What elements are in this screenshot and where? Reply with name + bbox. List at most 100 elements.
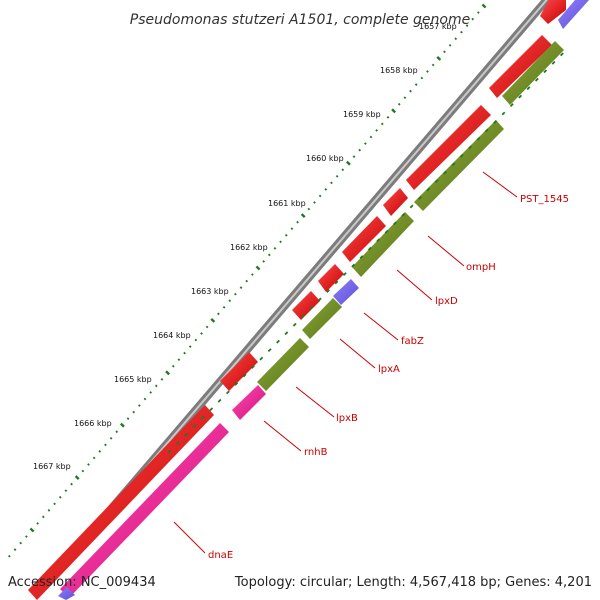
position-tick xyxy=(290,227,294,231)
position-tick xyxy=(81,469,85,473)
position-tick xyxy=(375,129,378,132)
position-tick xyxy=(126,417,130,420)
position-tick xyxy=(267,253,271,257)
minor-position-tick xyxy=(259,356,264,361)
minor-position-tick xyxy=(234,382,239,386)
minor-position-tick xyxy=(342,272,347,276)
minor-position-tick xyxy=(267,348,272,353)
minor-position-tick xyxy=(376,238,381,243)
position-tick xyxy=(330,181,333,185)
position-tick xyxy=(217,312,220,316)
position-tick xyxy=(200,332,203,335)
minor-position-tick xyxy=(351,263,356,268)
minor-position-tick xyxy=(309,305,314,310)
position-tick xyxy=(245,279,249,283)
position-tick xyxy=(154,384,158,388)
position-tick xyxy=(251,273,254,276)
minor-position-tick xyxy=(292,322,297,327)
position-tick xyxy=(436,55,442,61)
gene-label: fabZ xyxy=(401,336,424,347)
minor-position-tick xyxy=(426,187,431,192)
position-tick xyxy=(284,233,288,237)
gene-label: ompH xyxy=(466,262,496,273)
position-tick xyxy=(171,364,175,368)
gene-label: rnhB xyxy=(304,447,328,458)
minor-position-tick xyxy=(301,314,305,319)
minor-position-tick xyxy=(493,120,498,124)
position-tick xyxy=(426,70,429,73)
minor-position-tick xyxy=(451,162,456,167)
position-ruler-label: 1663 kbp xyxy=(191,287,229,296)
position-tick xyxy=(13,548,17,551)
position-tick xyxy=(36,522,39,525)
minor-position-tick xyxy=(443,170,447,175)
position-tick xyxy=(448,43,452,47)
position-tick xyxy=(358,148,362,152)
position-tick xyxy=(115,430,119,434)
minor-position-tick xyxy=(551,60,556,65)
position-tick xyxy=(300,213,306,219)
minor-position-tick xyxy=(184,432,189,437)
position-tick xyxy=(53,502,56,506)
gene-label-leader xyxy=(427,235,465,267)
minor-position-tick xyxy=(334,280,339,285)
position-tick xyxy=(296,220,299,224)
position-tick xyxy=(403,96,407,100)
position-tick xyxy=(431,63,435,67)
position-tick xyxy=(194,338,198,342)
minor-position-tick xyxy=(209,407,214,412)
position-tick xyxy=(205,325,209,329)
minor-position-tick xyxy=(284,331,289,336)
position-ruler-label: 1657 kbp xyxy=(419,22,457,31)
gene-label-leader xyxy=(339,338,376,369)
position-tick xyxy=(58,495,62,499)
minor-position-tick xyxy=(401,213,406,217)
position-ruler-label: 1664 kbp xyxy=(153,331,191,340)
gene-label-leader xyxy=(482,171,518,198)
position-tick xyxy=(41,515,45,519)
position-tick xyxy=(160,378,164,381)
minor-position-tick xyxy=(393,221,397,226)
gene-label-leader xyxy=(263,420,302,452)
gene-label: lpxB xyxy=(336,413,358,424)
position-tick xyxy=(234,292,237,296)
gene-label: PST_1545 xyxy=(520,194,569,205)
position-tick xyxy=(47,509,51,512)
position-ruler-label: 1667 kbp xyxy=(33,462,71,471)
minor-position-tick xyxy=(200,415,205,420)
position-tick xyxy=(465,24,469,27)
position-tick xyxy=(414,83,418,86)
minor-position-tick xyxy=(276,339,280,344)
position-tick xyxy=(183,351,186,355)
position-tick xyxy=(477,11,480,14)
minor-position-tick xyxy=(518,94,523,99)
minor-position-tick xyxy=(217,398,222,403)
minor-position-tick xyxy=(251,365,255,369)
minor-position-tick xyxy=(175,441,180,445)
map-title: Pseudomonas stutzeri A1501, complete gen… xyxy=(130,12,470,28)
position-tick xyxy=(255,265,261,271)
minor-position-tick xyxy=(367,246,372,251)
minor-position-tick xyxy=(418,196,422,200)
minor-position-tick xyxy=(167,449,172,454)
gene-label-leader xyxy=(295,386,335,418)
position-tick xyxy=(210,317,216,323)
pink-feature-track xyxy=(60,385,266,598)
position-tick xyxy=(25,535,28,538)
gene-label: dnaE xyxy=(208,550,233,561)
minor-position-tick xyxy=(543,69,548,74)
accession-text: Accession: NC_009434 xyxy=(8,575,156,590)
position-tick xyxy=(119,422,125,428)
position-ruler-label: 1661 kbp xyxy=(268,199,306,208)
position-tick xyxy=(352,155,356,158)
gene-label-layer: PST_1545 ompH lpxD fabZ lpxA lpxB rnhB dnaE xyxy=(173,171,569,561)
position-tick xyxy=(345,160,351,166)
minor-position-tick xyxy=(317,297,322,302)
position-tick xyxy=(262,260,265,263)
position-tick xyxy=(318,194,322,198)
position-ruler: 1657 kbp 1658 kbp 1659 kbp 1660 kbp 1661 kbp… xyxy=(33,22,457,471)
position-tick xyxy=(471,17,475,21)
position-ruler-label: 1660 kbp xyxy=(306,154,344,163)
position-ruler-label: 1659 kbp xyxy=(343,110,381,119)
